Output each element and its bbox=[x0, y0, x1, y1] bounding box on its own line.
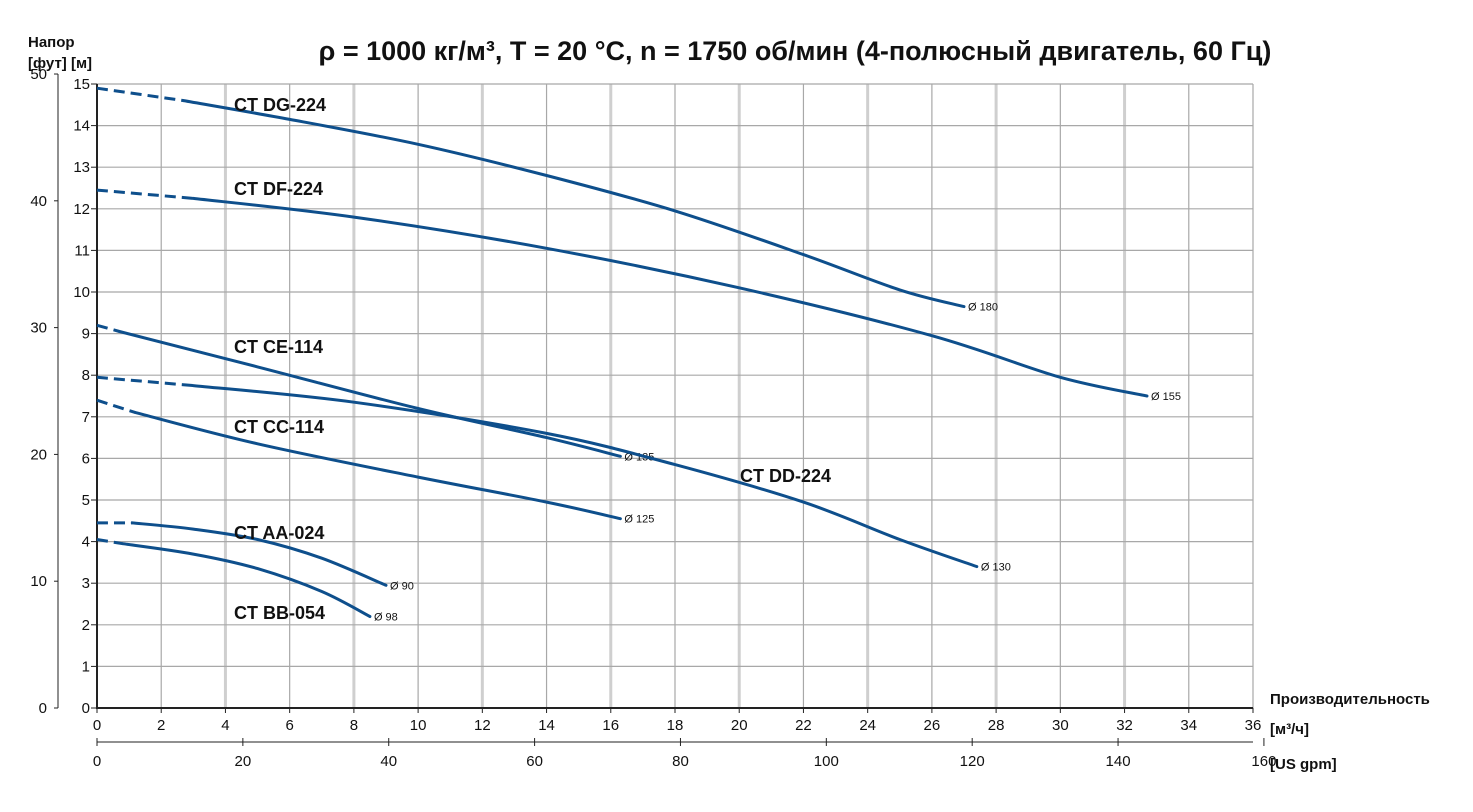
curve-label-ct-df-224: CT DF-224 bbox=[234, 179, 323, 199]
y-tick-label-m: 14 bbox=[73, 118, 90, 135]
diameter-label-ct-dg-224: Ø 180 bbox=[968, 302, 998, 314]
y-tick-label-ft: 10 bbox=[30, 573, 47, 590]
x-tick-label-m3h: 12 bbox=[474, 717, 491, 734]
x-tick-label-m3h: 30 bbox=[1052, 717, 1069, 734]
y-tick-label-m: 10 bbox=[73, 284, 90, 301]
x-tick-label-gpm: 80 bbox=[672, 753, 689, 770]
x-tick-label-m3h: 16 bbox=[602, 717, 619, 734]
x-tick-label-m3h: 32 bbox=[1116, 717, 1133, 734]
x-tick-label-m3h: 28 bbox=[988, 717, 1005, 734]
curve-line-ct-cc-114 bbox=[134, 411, 622, 521]
curve-line-ct-df-224 bbox=[191, 196, 1149, 398]
diameter-label-ct-aa-024: Ø 90 bbox=[390, 580, 414, 592]
diameter-label-ct-df-224: Ø 155 bbox=[1151, 391, 1181, 403]
y-axis-label: Напор bbox=[28, 34, 75, 51]
y-tick-label-m: 5 bbox=[82, 492, 90, 509]
curve-label-ct-ce-114: CT CE-114 bbox=[234, 337, 323, 357]
x-tick-label-gpm: 0 bbox=[93, 753, 101, 770]
curve-line-ct-bb-054 bbox=[121, 542, 372, 618]
x-tick-label-m3h: 14 bbox=[538, 717, 555, 734]
y-tick-label-ft: 30 bbox=[30, 320, 47, 337]
y-tick-label-m: 15 bbox=[73, 76, 90, 93]
y-tick-label-ft: 40 bbox=[30, 193, 47, 210]
series-ct-aa-024: Ø 90 CT AA-024 bbox=[97, 521, 414, 592]
curve-dashed-ct-dd-224 bbox=[96, 375, 194, 388]
curve-label-ct-dd-224: CT DD-224 bbox=[740, 466, 831, 486]
curve-label-ct-cc-114: CT CC-114 bbox=[234, 417, 324, 437]
x-axis-unit-m3h: [м³/ч] bbox=[1270, 721, 1309, 738]
y-tick-label-ft: 20 bbox=[30, 446, 47, 463]
diameter-label-ct-cc-114: Ø 125 bbox=[624, 514, 654, 526]
series-ct-dg-224: Ø 180 CT DG-224 bbox=[96, 86, 998, 314]
y-tick-label-m: 1 bbox=[82, 658, 90, 675]
curve-label-ct-aa-024: CT AA-024 bbox=[234, 523, 324, 543]
y-tick-label-m: 2 bbox=[82, 617, 90, 634]
series-ct-cc-114: Ø 125 CT CC-114 bbox=[96, 398, 654, 526]
curve-label-ct-dg-224: CT DG-224 bbox=[234, 95, 326, 115]
x-tick-label-m3h: 10 bbox=[410, 717, 427, 734]
y-tick-label-m: 3 bbox=[82, 575, 90, 592]
grid bbox=[97, 83, 1254, 708]
series-ct-bb-054: Ø 98 CT BB-054 bbox=[96, 538, 398, 623]
y-tick-label-m: 12 bbox=[73, 201, 90, 218]
y-tick-label-m: 11 bbox=[74, 242, 90, 259]
y-tick-label-m: 6 bbox=[82, 450, 90, 467]
x-tick-label-m3h: 22 bbox=[795, 717, 812, 734]
y-tick-label-m: 8 bbox=[82, 367, 90, 384]
curve-dashed-ct-dg-224 bbox=[96, 86, 184, 103]
x-tick-label-gpm: 40 bbox=[380, 753, 397, 770]
curve-dashed-ct-df-224 bbox=[96, 188, 194, 200]
x-tick-label-m3h: 6 bbox=[285, 717, 293, 734]
x-axis-unit-gpm: [US gpm] bbox=[1270, 756, 1337, 773]
x-tick-label-m3h: 24 bbox=[859, 717, 876, 734]
series-ct-df-224: Ø 155 CT DF-224 bbox=[96, 179, 1181, 403]
x-tick-label-m3h: 34 bbox=[1180, 717, 1197, 734]
y-tick-label-m: 9 bbox=[82, 326, 90, 343]
x-axis-label: Производительность bbox=[1270, 691, 1430, 708]
x-tick-label-gpm: 20 bbox=[235, 753, 252, 770]
x-tick-label-m3h: 4 bbox=[221, 717, 229, 734]
x-tick-label-gpm: 140 bbox=[1106, 753, 1131, 770]
series-ct-dd-224: Ø 130 CT DD-224 bbox=[96, 375, 1011, 574]
x-tick-label-gpm: 120 bbox=[960, 753, 985, 770]
curve-line-ct-dd-224 bbox=[191, 384, 979, 569]
y-axis-units: [фут] [м] bbox=[28, 55, 92, 72]
diameter-label-ct-bb-054: Ø 98 bbox=[374, 611, 398, 623]
x-tick-label-m3h: 36 bbox=[1245, 717, 1262, 734]
y-tick-label-m: 0 bbox=[82, 700, 90, 717]
curve-dashed-ct-ce-114 bbox=[96, 323, 120, 333]
x-tick-label-gpm: 160 bbox=[1251, 753, 1276, 770]
x-tick-label-m3h: 0 bbox=[93, 717, 101, 734]
curve-line-ct-ce-114 bbox=[118, 330, 622, 458]
curve-line-ct-aa-024 bbox=[130, 521, 388, 587]
curve-label-ct-bb-054: CT BB-054 bbox=[234, 603, 325, 623]
y-tick-label-m: 4 bbox=[82, 534, 90, 551]
y-tick-label-ft: 50 bbox=[30, 66, 47, 83]
diameter-label-ct-dd-224: Ø 130 bbox=[981, 562, 1011, 574]
chart-title: ρ = 1000 кг/м³, T = 20 °C, n = 1750 об/м… bbox=[319, 36, 1272, 66]
x-tick-label-m3h: 8 bbox=[350, 717, 358, 734]
x-tick-label-gpm: 100 bbox=[814, 753, 839, 770]
x-tick-label-m3h: 20 bbox=[731, 717, 748, 734]
curve-dashed-ct-cc-114 bbox=[96, 398, 136, 415]
y-tick-label-m: 7 bbox=[82, 409, 90, 426]
x-tick-label-m3h: 18 bbox=[667, 717, 684, 734]
x-tick-label-m3h: 2 bbox=[157, 717, 165, 734]
y-tick-label-ft: 0 bbox=[39, 700, 47, 717]
y-tick-label-m: 13 bbox=[73, 159, 90, 176]
x-tick-label-gpm: 60 bbox=[526, 753, 543, 770]
curve-line-ct-dg-224 bbox=[182, 99, 966, 309]
x-tick-label-m3h: 26 bbox=[924, 717, 941, 734]
